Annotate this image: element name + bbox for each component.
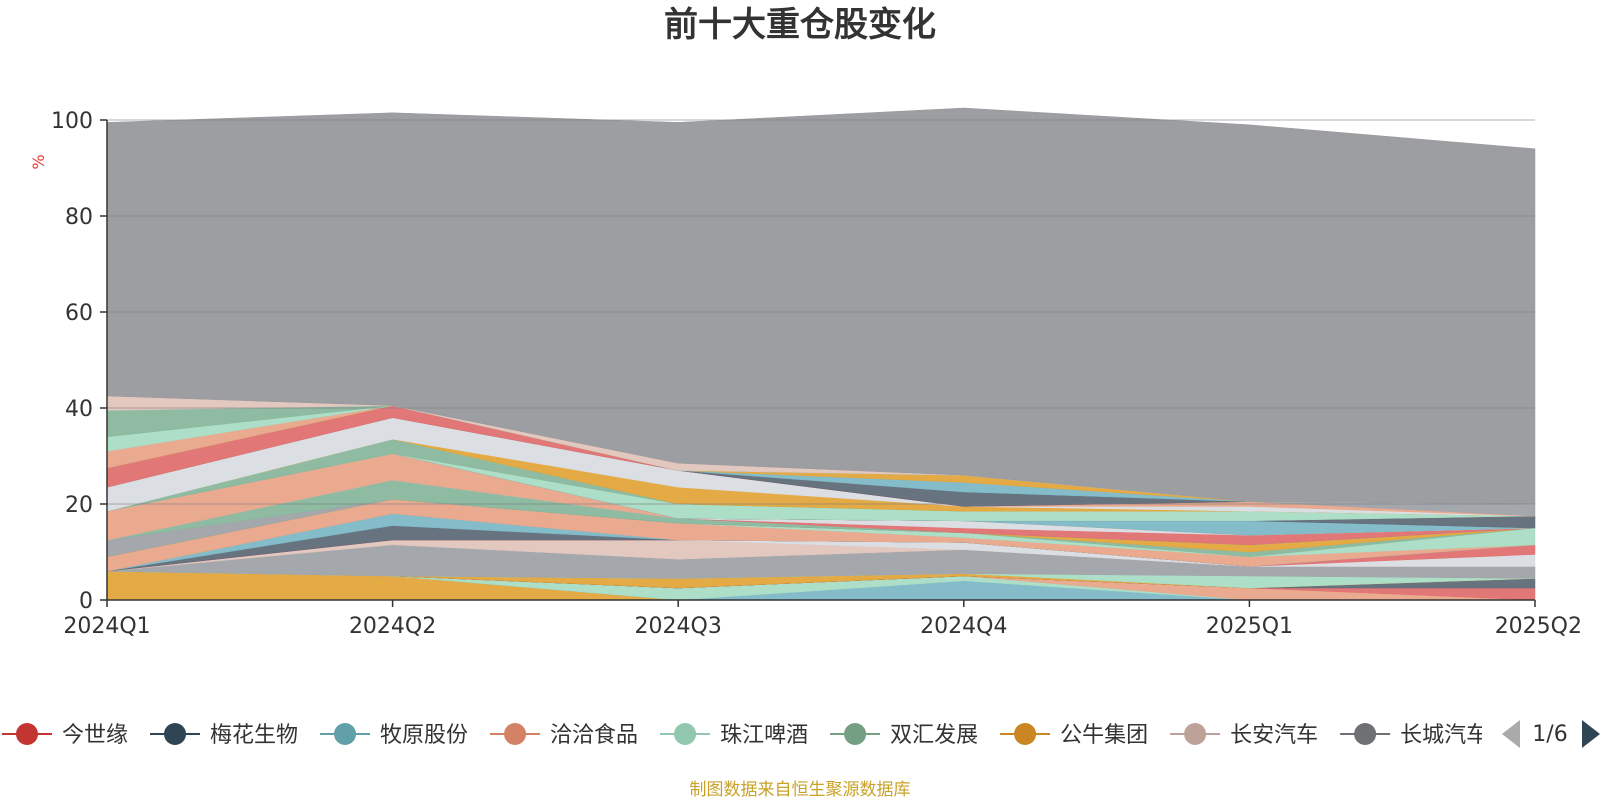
legend-item[interactable]: 双汇发展 — [830, 723, 978, 748]
legend-item[interactable]: 珠江啤酒 — [660, 723, 808, 748]
legend-label: 双汇发展 — [890, 723, 978, 748]
legend-pager: 1/6 — [1502, 720, 1600, 748]
legend-item[interactable]: 洽洽食品 — [490, 723, 638, 748]
y-tick-label: 40 — [65, 397, 93, 422]
legend-item[interactable]: 今世缘 — [2, 723, 128, 748]
y-tick-label: 100 — [51, 109, 93, 134]
data-source-note: 制图数据来自恒生聚源数据库 — [690, 780, 911, 800]
legend-marker-icon — [1014, 723, 1037, 745]
legend-marker-icon — [844, 723, 867, 745]
x-tick-label: 2024Q1 — [63, 614, 150, 639]
x-tick-label: 2024Q2 — [349, 614, 436, 639]
legend-label: 牧原股份 — [380, 723, 468, 748]
legend-marker-icon — [1354, 723, 1377, 745]
x-axis-ticks: 2024Q1 2024Q2 2024Q3 2024Q4 2025Q1 2025Q2 — [63, 600, 1582, 639]
legend-page-indicator: 1/6 — [1532, 722, 1567, 747]
legend-marker-icon — [1184, 723, 1207, 745]
legend-item[interactable]: 梅花生物 — [150, 723, 298, 748]
legend-next-arrow-icon[interactable] — [1582, 720, 1600, 748]
legend-marker-icon — [16, 723, 38, 745]
x-tick-label: 2025Q1 — [1206, 614, 1293, 639]
legend-marker-icon — [164, 723, 187, 745]
y-tick-label: 20 — [65, 493, 93, 518]
legend-marker-icon — [674, 723, 697, 745]
legend-item[interactable]: 长安汽车 — [1170, 723, 1318, 748]
plot-areas — [106, 107, 1536, 601]
legend-item[interactable]: 长城汽车 — [1340, 723, 1488, 748]
legend-label: 公牛集团 — [1060, 723, 1148, 748]
legend-item[interactable]: 公牛集团 — [1000, 723, 1148, 748]
y-tick-label: 60 — [65, 301, 93, 326]
legend-label: 今世缘 — [62, 723, 128, 748]
x-tick-label: 2025Q2 — [1495, 614, 1582, 639]
y-axis-ticks: 0 20 40 60 80 100 — [51, 109, 107, 614]
legend-label: 梅花生物 — [210, 723, 298, 748]
x-tick-label: 2024Q3 — [635, 614, 722, 639]
legend-label: 长城汽车 — [1400, 723, 1488, 748]
legend-item[interactable]: 牧原股份 — [320, 723, 468, 748]
legend-marker-icon — [334, 723, 357, 745]
legend-label: 洽洽食品 — [550, 723, 638, 748]
y-unit-label: % — [29, 154, 48, 169]
legend-label: 长安汽车 — [1230, 723, 1318, 748]
legend-label: 珠江啤酒 — [720, 723, 808, 748]
legend-marker-icon — [504, 723, 527, 745]
grid-lines — [107, 119, 1535, 505]
chart-title: 前十大重仓股变化 — [664, 5, 936, 45]
axes — [106, 120, 1535, 601]
y-tick-label: 80 — [65, 205, 93, 230]
legend: 今世缘 梅花生物 牧原股份 洽洽食品 珠江啤酒 双汇发展 公牛集团 长安汽车 长城汽车 — [2, 723, 1488, 748]
y-tick-label: 0 — [79, 589, 93, 614]
legend-items: 今世缘 梅花生物 牧原股份 洽洽食品 珠江啤酒 双汇发展 公牛集团 长安汽车 长城汽车 — [2, 723, 1488, 748]
legend-prev-arrow-icon[interactable] — [1502, 720, 1520, 748]
x-tick-label: 2024Q4 — [920, 614, 1007, 639]
